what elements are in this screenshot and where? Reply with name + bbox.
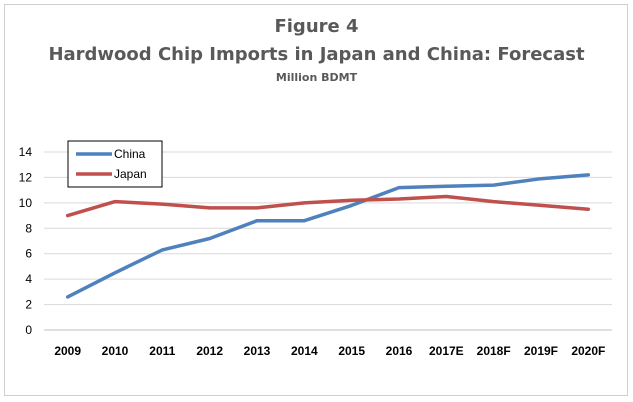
legend-box <box>67 140 163 188</box>
series-line-china <box>65 173 591 299</box>
x-tick-label: 2016 <box>386 344 413 358</box>
x-tick-label: 2010 <box>102 344 129 358</box>
x-tick-label: 2018F <box>477 344 511 358</box>
unit-label: Million BDMT <box>275 71 358 84</box>
x-tick-label: 2012 <box>196 344 223 358</box>
y-tick-label: 14 <box>19 145 33 159</box>
y-tick-label: 4 <box>25 272 32 286</box>
x-tick-label: 2015 <box>338 344 365 358</box>
legend-label-china: China <box>114 147 146 161</box>
chart-frame <box>4 4 628 396</box>
x-tick-label: 2011 <box>149 344 175 358</box>
series-line-japan <box>65 194 591 218</box>
y-tick-label: 12 <box>19 170 33 184</box>
x-tick-label: 2013 <box>244 344 271 358</box>
x-tick-label: 2014 <box>291 344 318 358</box>
y-tick-label: 8 <box>25 221 32 235</box>
y-tick-label: 0 <box>25 323 32 337</box>
legend-label-japan: Japan <box>114 167 147 181</box>
x-tick-label: 2017E <box>429 344 464 358</box>
y-tick-label: 6 <box>25 247 32 261</box>
x-tick-label: 2020F <box>571 344 605 358</box>
y-tick-label: 10 <box>19 196 33 210</box>
chart-title: Figure 4 <box>274 16 359 37</box>
y-tick-label: 2 <box>25 298 32 312</box>
x-tick-label: 2019F <box>524 344 558 358</box>
x-tick-label: 2009 <box>54 344 81 358</box>
chart-subtitle: Hardwood Chip Imports in Japan and China… <box>48 44 585 65</box>
